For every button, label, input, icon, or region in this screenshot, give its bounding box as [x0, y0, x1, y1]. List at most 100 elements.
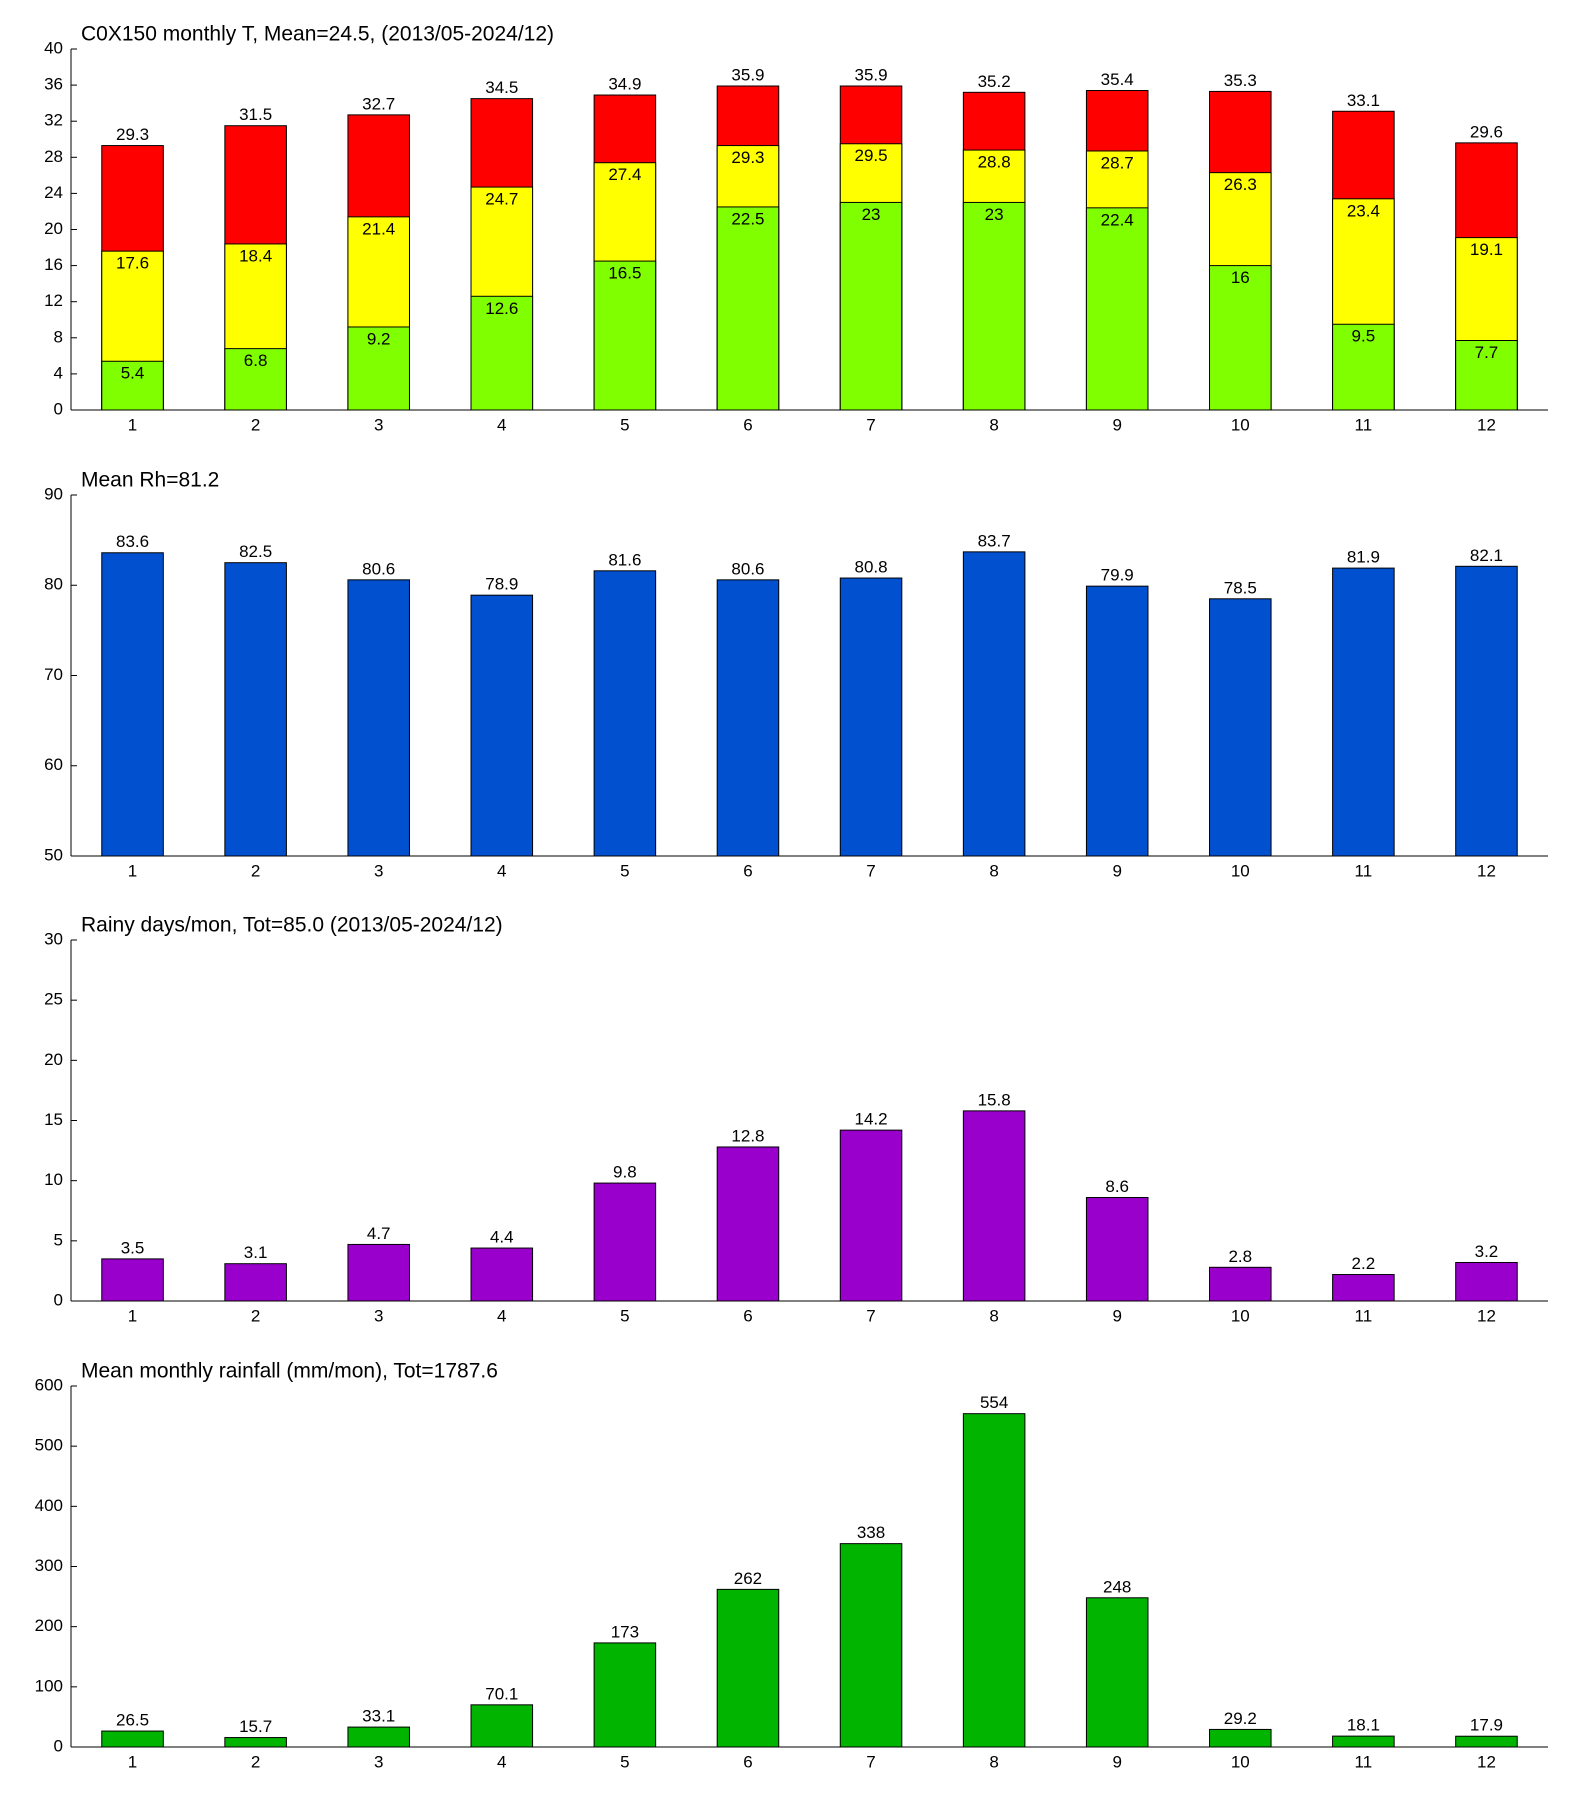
- y-tick-label: 60: [44, 755, 63, 774]
- bar: [1209, 598, 1272, 857]
- data-label: 78.5: [1224, 578, 1257, 597]
- data-label: 80.8: [854, 558, 887, 577]
- bar: [716, 206, 780, 411]
- data-label: 78.9: [485, 575, 518, 594]
- y-tick-label: 0: [54, 1290, 63, 1309]
- data-label: 81.9: [1347, 548, 1380, 567]
- data-label: 15.8: [978, 1090, 1011, 1109]
- data-label: 9.8: [613, 1163, 637, 1182]
- data-label: 33.1: [1347, 91, 1380, 110]
- y-tick-label: 500: [35, 1436, 63, 1455]
- data-label: 9.2: [367, 329, 391, 348]
- data-label: 33.1: [362, 1707, 395, 1726]
- data-label: 26.3: [1224, 175, 1257, 194]
- bar: [962, 1413, 1026, 1748]
- data-label: 31.5: [239, 105, 272, 124]
- x-tick-label: 4: [497, 415, 506, 434]
- data-label: 29.3: [116, 125, 149, 144]
- x-tick-label: 8: [989, 415, 998, 434]
- bar: [470, 295, 534, 411]
- x-tick-label: 6: [743, 861, 752, 880]
- data-label: 3.5: [121, 1238, 145, 1257]
- x-tick-label: 11: [1355, 1752, 1373, 1771]
- bar: [839, 1129, 903, 1302]
- x-tick-label: 3: [374, 1752, 383, 1771]
- data-label: 28.7: [1101, 153, 1134, 172]
- x-tick-label: 5: [620, 415, 629, 434]
- data-label: 24.7: [485, 190, 518, 209]
- bar: [470, 594, 534, 857]
- data-label: 83.7: [978, 531, 1011, 550]
- chart-title: Mean monthly rainfall (mm/mon), Tot=1787…: [81, 1360, 498, 1383]
- x-tick-label: 10: [1231, 861, 1250, 880]
- y-tick-label: 300: [35, 1556, 63, 1575]
- plot-area: [71, 940, 1548, 1301]
- bar: [224, 562, 287, 857]
- data-label: 83.6: [116, 532, 149, 551]
- bar: [347, 326, 410, 411]
- y-tick-label: 40: [44, 38, 63, 57]
- x-tick-label: 2: [251, 861, 260, 880]
- bar: [593, 570, 657, 857]
- bar: [1332, 567, 1395, 857]
- y-tick-label: 25: [44, 990, 63, 1009]
- data-label: 35.3: [1224, 71, 1257, 90]
- x-tick-label: 11: [1355, 415, 1373, 434]
- data-label: 23: [862, 205, 881, 224]
- x-tick-label: 11: [1355, 861, 1373, 880]
- data-label: 80.6: [731, 559, 764, 578]
- x-tick-label: 1: [128, 861, 137, 880]
- y-tick-label: 36: [44, 75, 63, 94]
- bar: [1209, 265, 1272, 411]
- data-label: 18.4: [239, 246, 272, 265]
- data-label: 15.7: [239, 1717, 272, 1736]
- bar: [962, 551, 1026, 857]
- x-tick-label: 5: [620, 861, 629, 880]
- data-label: 79.9: [1101, 566, 1134, 585]
- plot-area: [71, 49, 1548, 410]
- x-tick-label: 3: [374, 415, 383, 434]
- chart-title: Rainy days/mon, Tot=85.0 (2013/05-2024/1…: [81, 914, 503, 937]
- data-label: 26.5: [116, 1711, 149, 1730]
- y-tick-label: 10: [44, 1170, 63, 1189]
- bar: [839, 201, 903, 411]
- y-tick-label: 100: [35, 1676, 63, 1695]
- bar: [1085, 207, 1149, 411]
- data-label: 23: [985, 205, 1004, 224]
- bar: [470, 1247, 534, 1302]
- data-label: 8.6: [1105, 1177, 1129, 1196]
- bar: [224, 1737, 287, 1748]
- bar: [839, 577, 903, 857]
- x-tick-label: 7: [866, 1752, 875, 1771]
- bar: [593, 1642, 657, 1748]
- data-label: 18.1: [1347, 1716, 1380, 1735]
- x-tick-label: 9: [1112, 1752, 1121, 1771]
- x-tick-label: 1: [128, 1752, 137, 1771]
- data-label: 29.3: [731, 148, 764, 167]
- x-tick-label: 2: [251, 415, 260, 434]
- data-label: 4.7: [367, 1224, 391, 1243]
- bar: [101, 552, 164, 857]
- bar: [962, 201, 1026, 411]
- x-tick-label: 12: [1477, 861, 1496, 880]
- x-tick-label: 4: [497, 1752, 506, 1771]
- bar: [1455, 565, 1518, 857]
- bar: [224, 1263, 287, 1302]
- y-tick-label: 5: [54, 1230, 63, 1249]
- y-tick-label: 90: [44, 484, 63, 503]
- x-tick-label: 8: [989, 1306, 998, 1325]
- data-label: 3.1: [244, 1243, 268, 1262]
- y-tick-label: 16: [44, 255, 63, 274]
- y-tick-label: 8: [54, 327, 63, 346]
- x-tick-label: 8: [989, 861, 998, 880]
- data-label: 32.7: [362, 94, 395, 113]
- x-tick-label: 9: [1112, 861, 1121, 880]
- y-tick-label: 4: [54, 363, 63, 382]
- data-label: 554: [980, 1393, 1008, 1412]
- y-tick-label: 70: [44, 665, 63, 684]
- x-tick-label: 10: [1231, 1752, 1250, 1771]
- data-label: 2.2: [1352, 1254, 1376, 1273]
- bar: [1085, 1597, 1149, 1748]
- data-label: 248: [1103, 1577, 1131, 1596]
- bar: [1209, 1728, 1272, 1748]
